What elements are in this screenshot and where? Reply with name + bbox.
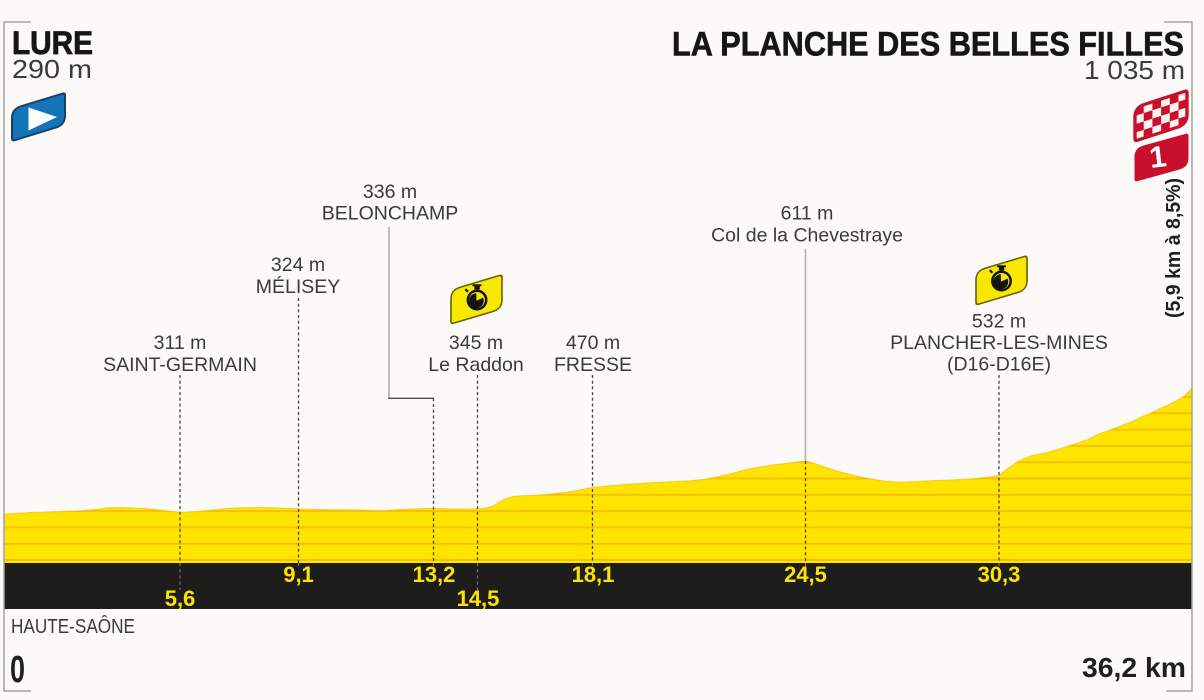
svg-text:LURE: LURE — [12, 25, 93, 61]
svg-text:14,5: 14,5 — [457, 586, 500, 611]
svg-text:336 m: 336 m — [363, 181, 417, 203]
svg-text:532 m: 532 m — [972, 311, 1026, 333]
svg-text:(5,9 km à 8,5%): (5,9 km à 8,5%) — [1163, 178, 1185, 318]
svg-text:324 m: 324 m — [271, 254, 325, 276]
svg-text:Le Raddon: Le Raddon — [428, 354, 523, 376]
svg-text:18,1: 18,1 — [572, 562, 615, 587]
svg-text:290 m: 290 m — [12, 54, 92, 84]
svg-text:30,3: 30,3 — [978, 562, 1021, 587]
svg-text:36,2 km: 36,2 km — [1082, 652, 1186, 683]
svg-text:1: 1 — [1148, 140, 1169, 175]
svg-text:1 035 m: 1 035 m — [1084, 55, 1185, 85]
svg-text:13,2: 13,2 — [413, 562, 456, 587]
svg-text:9,1: 9,1 — [283, 562, 314, 587]
svg-text:0: 0 — [10, 649, 25, 691]
svg-text:470 m: 470 m — [566, 332, 620, 354]
svg-text:345 m: 345 m — [449, 332, 503, 354]
svg-text:FRESSE: FRESSE — [554, 354, 632, 376]
svg-text:LA PLANCHE DES BELLES FILLES: LA PLANCHE DES BELLES FILLES — [672, 26, 1184, 64]
svg-text:BELONCHAMP: BELONCHAMP — [322, 203, 459, 225]
svg-text:PLANCHER-LES-MINES: PLANCHER-LES-MINES — [890, 332, 1108, 354]
svg-text:24,5: 24,5 — [784, 562, 827, 587]
svg-text:5,6: 5,6 — [165, 586, 196, 611]
svg-text:MÉLISEY: MÉLISEY — [256, 275, 341, 298]
svg-text:311 m: 311 m — [154, 332, 207, 354]
svg-text:HAUTE-SAÔNE: HAUTE-SAÔNE — [11, 615, 135, 638]
svg-text:611 m: 611 m — [781, 203, 834, 225]
svg-text:(D16-D16E): (D16-D16E) — [947, 354, 1051, 376]
svg-text:Col de la Chevestraye: Col de la Chevestraye — [711, 225, 903, 247]
svg-text:SAINT-GERMAIN: SAINT-GERMAIN — [103, 354, 257, 376]
